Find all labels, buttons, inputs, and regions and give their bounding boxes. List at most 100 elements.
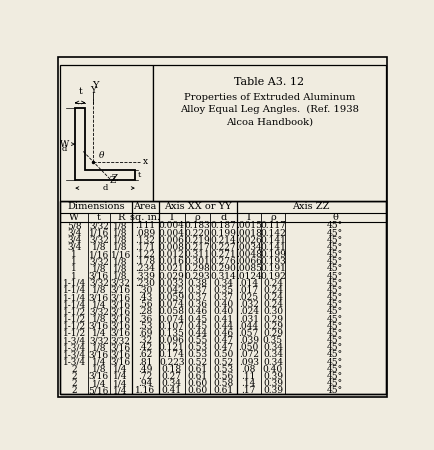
Text: .28: .28 xyxy=(138,307,152,316)
Text: 0.074: 0.074 xyxy=(159,300,184,309)
Text: d: d xyxy=(62,145,67,153)
Text: 1/8: 1/8 xyxy=(92,243,106,252)
Text: 2: 2 xyxy=(71,386,77,395)
Text: .0026: .0026 xyxy=(236,236,262,245)
Text: 3/16: 3/16 xyxy=(111,293,131,302)
Text: t: t xyxy=(78,87,82,96)
Bar xyxy=(60,201,385,394)
Text: 0.298: 0.298 xyxy=(184,265,210,274)
Text: 0.30: 0.30 xyxy=(263,307,283,316)
Text: Y: Y xyxy=(92,81,98,90)
Text: 45°: 45° xyxy=(327,293,343,302)
Text: 3/32: 3/32 xyxy=(89,307,109,316)
Text: 0.227: 0.227 xyxy=(210,243,236,252)
Text: 0.012: 0.012 xyxy=(159,250,184,259)
Text: 45°: 45° xyxy=(327,229,343,238)
Text: 45°: 45° xyxy=(327,386,343,395)
Text: 3/32: 3/32 xyxy=(89,336,109,345)
Text: 0.24: 0.24 xyxy=(263,300,283,309)
Text: 0.293: 0.293 xyxy=(184,272,210,281)
Text: 1: 1 xyxy=(71,257,77,266)
Text: 1-1/2: 1-1/2 xyxy=(62,315,85,324)
Text: 0.36: 0.36 xyxy=(187,300,207,309)
Text: .0124: .0124 xyxy=(236,272,262,281)
Text: 3/16: 3/16 xyxy=(111,351,131,360)
Text: 3/16: 3/16 xyxy=(111,286,131,295)
Text: 3/32: 3/32 xyxy=(89,236,109,245)
Text: 3/32: 3/32 xyxy=(111,336,131,345)
Text: 0.016: 0.016 xyxy=(159,257,184,266)
Text: Area: Area xyxy=(133,202,157,211)
Bar xyxy=(60,65,154,201)
Text: 0.60: 0.60 xyxy=(187,379,207,388)
Text: 45°: 45° xyxy=(327,307,343,316)
Text: 0.058: 0.058 xyxy=(159,307,184,316)
Text: 0.192: 0.192 xyxy=(260,272,286,281)
Text: .132: .132 xyxy=(135,236,155,245)
Text: 0.193: 0.193 xyxy=(260,257,286,266)
Text: 1/4: 1/4 xyxy=(92,358,106,367)
Text: 0.042: 0.042 xyxy=(159,286,184,295)
Text: 0.37: 0.37 xyxy=(213,293,233,302)
Text: 45°: 45° xyxy=(327,257,343,266)
Text: 3/16: 3/16 xyxy=(111,329,131,338)
Text: .122: .122 xyxy=(135,250,155,259)
Text: 1-3/4: 1-3/4 xyxy=(62,343,85,352)
Text: .32: .32 xyxy=(138,336,152,345)
Text: 45°: 45° xyxy=(327,279,343,288)
Text: 0.39: 0.39 xyxy=(263,372,283,381)
Text: .031: .031 xyxy=(239,315,259,324)
Text: 45°: 45° xyxy=(327,336,343,345)
Text: 0.34: 0.34 xyxy=(263,343,283,352)
Text: 0.290: 0.290 xyxy=(210,265,236,274)
Text: 0.135: 0.135 xyxy=(159,329,184,338)
Text: W: W xyxy=(60,140,69,148)
Text: .0048: .0048 xyxy=(236,250,262,259)
Text: Axis XX or YY: Axis XX or YY xyxy=(164,202,231,211)
Text: 3/16: 3/16 xyxy=(111,315,131,324)
Text: 0.199: 0.199 xyxy=(260,250,286,259)
Text: 0.56: 0.56 xyxy=(213,372,233,381)
Text: 1/8: 1/8 xyxy=(113,229,128,238)
Text: 0.40: 0.40 xyxy=(263,364,283,373)
Text: 0.187: 0.187 xyxy=(210,221,236,230)
Text: 45°: 45° xyxy=(327,379,343,388)
Text: 0.41: 0.41 xyxy=(161,386,182,395)
Text: 45°: 45° xyxy=(327,272,343,281)
Text: I: I xyxy=(170,213,174,222)
Text: 0.24: 0.24 xyxy=(263,286,283,295)
Text: 1: 1 xyxy=(71,265,77,274)
Text: 1/4: 1/4 xyxy=(92,300,106,309)
Text: 1: 1 xyxy=(71,272,77,281)
Text: 0.35: 0.35 xyxy=(213,286,233,295)
Text: 0.53: 0.53 xyxy=(213,364,233,373)
Text: .53: .53 xyxy=(138,322,152,331)
Text: 0.45: 0.45 xyxy=(187,322,207,331)
Text: .14: .14 xyxy=(241,379,256,388)
Text: 45°: 45° xyxy=(327,372,343,381)
Text: 1/8: 1/8 xyxy=(92,286,106,295)
Text: 5/8: 5/8 xyxy=(67,221,82,230)
Text: 3/16: 3/16 xyxy=(89,293,109,302)
Text: 0.021: 0.021 xyxy=(159,265,184,274)
Text: Axis ZZ: Axis ZZ xyxy=(293,202,330,211)
Text: 0.40: 0.40 xyxy=(213,307,233,316)
Text: 1/4: 1/4 xyxy=(113,386,128,395)
Text: .30: .30 xyxy=(138,286,152,295)
Text: 3/16: 3/16 xyxy=(89,272,109,281)
Text: R: R xyxy=(117,213,125,222)
Text: 0.096: 0.096 xyxy=(159,336,184,345)
Text: .08: .08 xyxy=(241,364,256,373)
Text: t: t xyxy=(137,171,141,179)
Text: 1/8: 1/8 xyxy=(113,265,128,274)
Text: 1-1/4: 1-1/4 xyxy=(62,293,86,302)
Text: θ: θ xyxy=(332,213,338,222)
Text: .050: .050 xyxy=(239,343,259,352)
Text: .56: .56 xyxy=(138,300,152,309)
Text: 1-3/4: 1-3/4 xyxy=(62,336,85,345)
Text: .024: .024 xyxy=(239,307,259,316)
Text: 0.008: 0.008 xyxy=(159,243,184,252)
Text: 0.141: 0.141 xyxy=(260,243,286,252)
Text: 1/8: 1/8 xyxy=(113,221,128,230)
Text: 0.276: 0.276 xyxy=(210,257,236,266)
